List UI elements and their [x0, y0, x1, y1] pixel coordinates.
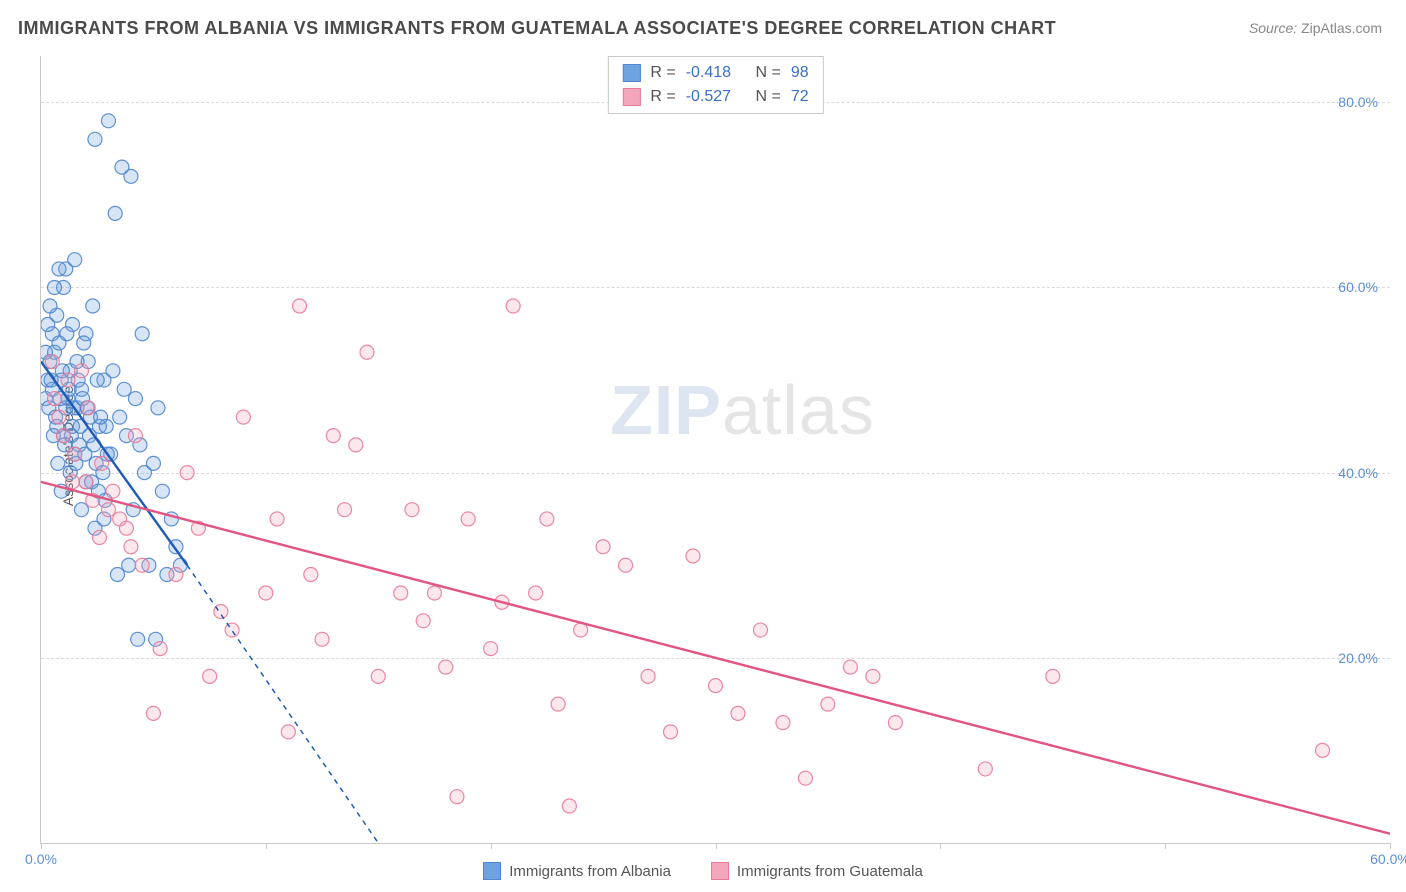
y-tick-label: 60.0% — [1338, 279, 1378, 295]
correlation-stats-box: R = -0.418 N = 98 R = -0.527 N = 72 — [607, 56, 823, 114]
legend-swatch-guatemala — [711, 862, 729, 880]
legend-label-albania: Immigrants from Albania — [509, 863, 671, 880]
x-tick — [716, 843, 717, 849]
y-tick-label: 80.0% — [1338, 94, 1378, 110]
chart-title: IMMIGRANTS FROM ALBANIA VS IMMIGRANTS FR… — [18, 18, 1056, 39]
n-value-albania: 98 — [791, 61, 809, 85]
r-value-albania: -0.418 — [686, 61, 731, 85]
series-legend: Immigrants from Albania Immigrants from … — [0, 862, 1406, 880]
legend-swatch-albania — [483, 862, 501, 880]
r-label: R = — [650, 85, 675, 109]
watermark-zip: ZIP — [610, 371, 722, 449]
gridline — [41, 473, 1390, 474]
source-value: ZipAtlas.com — [1301, 20, 1382, 36]
x-tick — [41, 843, 42, 849]
swatch-albania — [622, 64, 640, 82]
y-tick-label: 40.0% — [1338, 465, 1378, 481]
stats-row-guatemala: R = -0.527 N = 72 — [622, 85, 808, 109]
legend-label-guatemala: Immigrants from Guatemala — [737, 863, 923, 880]
r-value-guatemala: -0.527 — [686, 85, 731, 109]
n-label: N = — [756, 61, 781, 85]
plot-svg-overlay — [41, 56, 1390, 843]
legend-item-guatemala: Immigrants from Guatemala — [711, 862, 923, 880]
gridline — [41, 287, 1390, 288]
x-tick — [266, 843, 267, 849]
x-tick — [1165, 843, 1166, 849]
watermark-atlas: atlas — [722, 371, 875, 449]
n-label: N = — [756, 85, 781, 109]
x-tick — [940, 843, 941, 849]
y-tick-label: 20.0% — [1338, 650, 1378, 666]
swatch-guatemala — [622, 88, 640, 106]
watermark: ZIPatlas — [610, 370, 875, 450]
gridline — [41, 658, 1390, 659]
source-attribution: Source: ZipAtlas.com — [1249, 20, 1382, 36]
scatter-plot-area: ZIPatlas R = -0.418 N = 98 R = -0.527 N … — [40, 56, 1390, 844]
r-label: R = — [650, 61, 675, 85]
source-label: Source: — [1249, 20, 1297, 36]
x-tick — [491, 843, 492, 849]
n-value-guatemala: 72 — [791, 85, 809, 109]
x-tick — [1390, 843, 1391, 849]
stats-row-albania: R = -0.418 N = 98 — [622, 61, 808, 85]
legend-item-albania: Immigrants from Albania — [483, 862, 671, 880]
